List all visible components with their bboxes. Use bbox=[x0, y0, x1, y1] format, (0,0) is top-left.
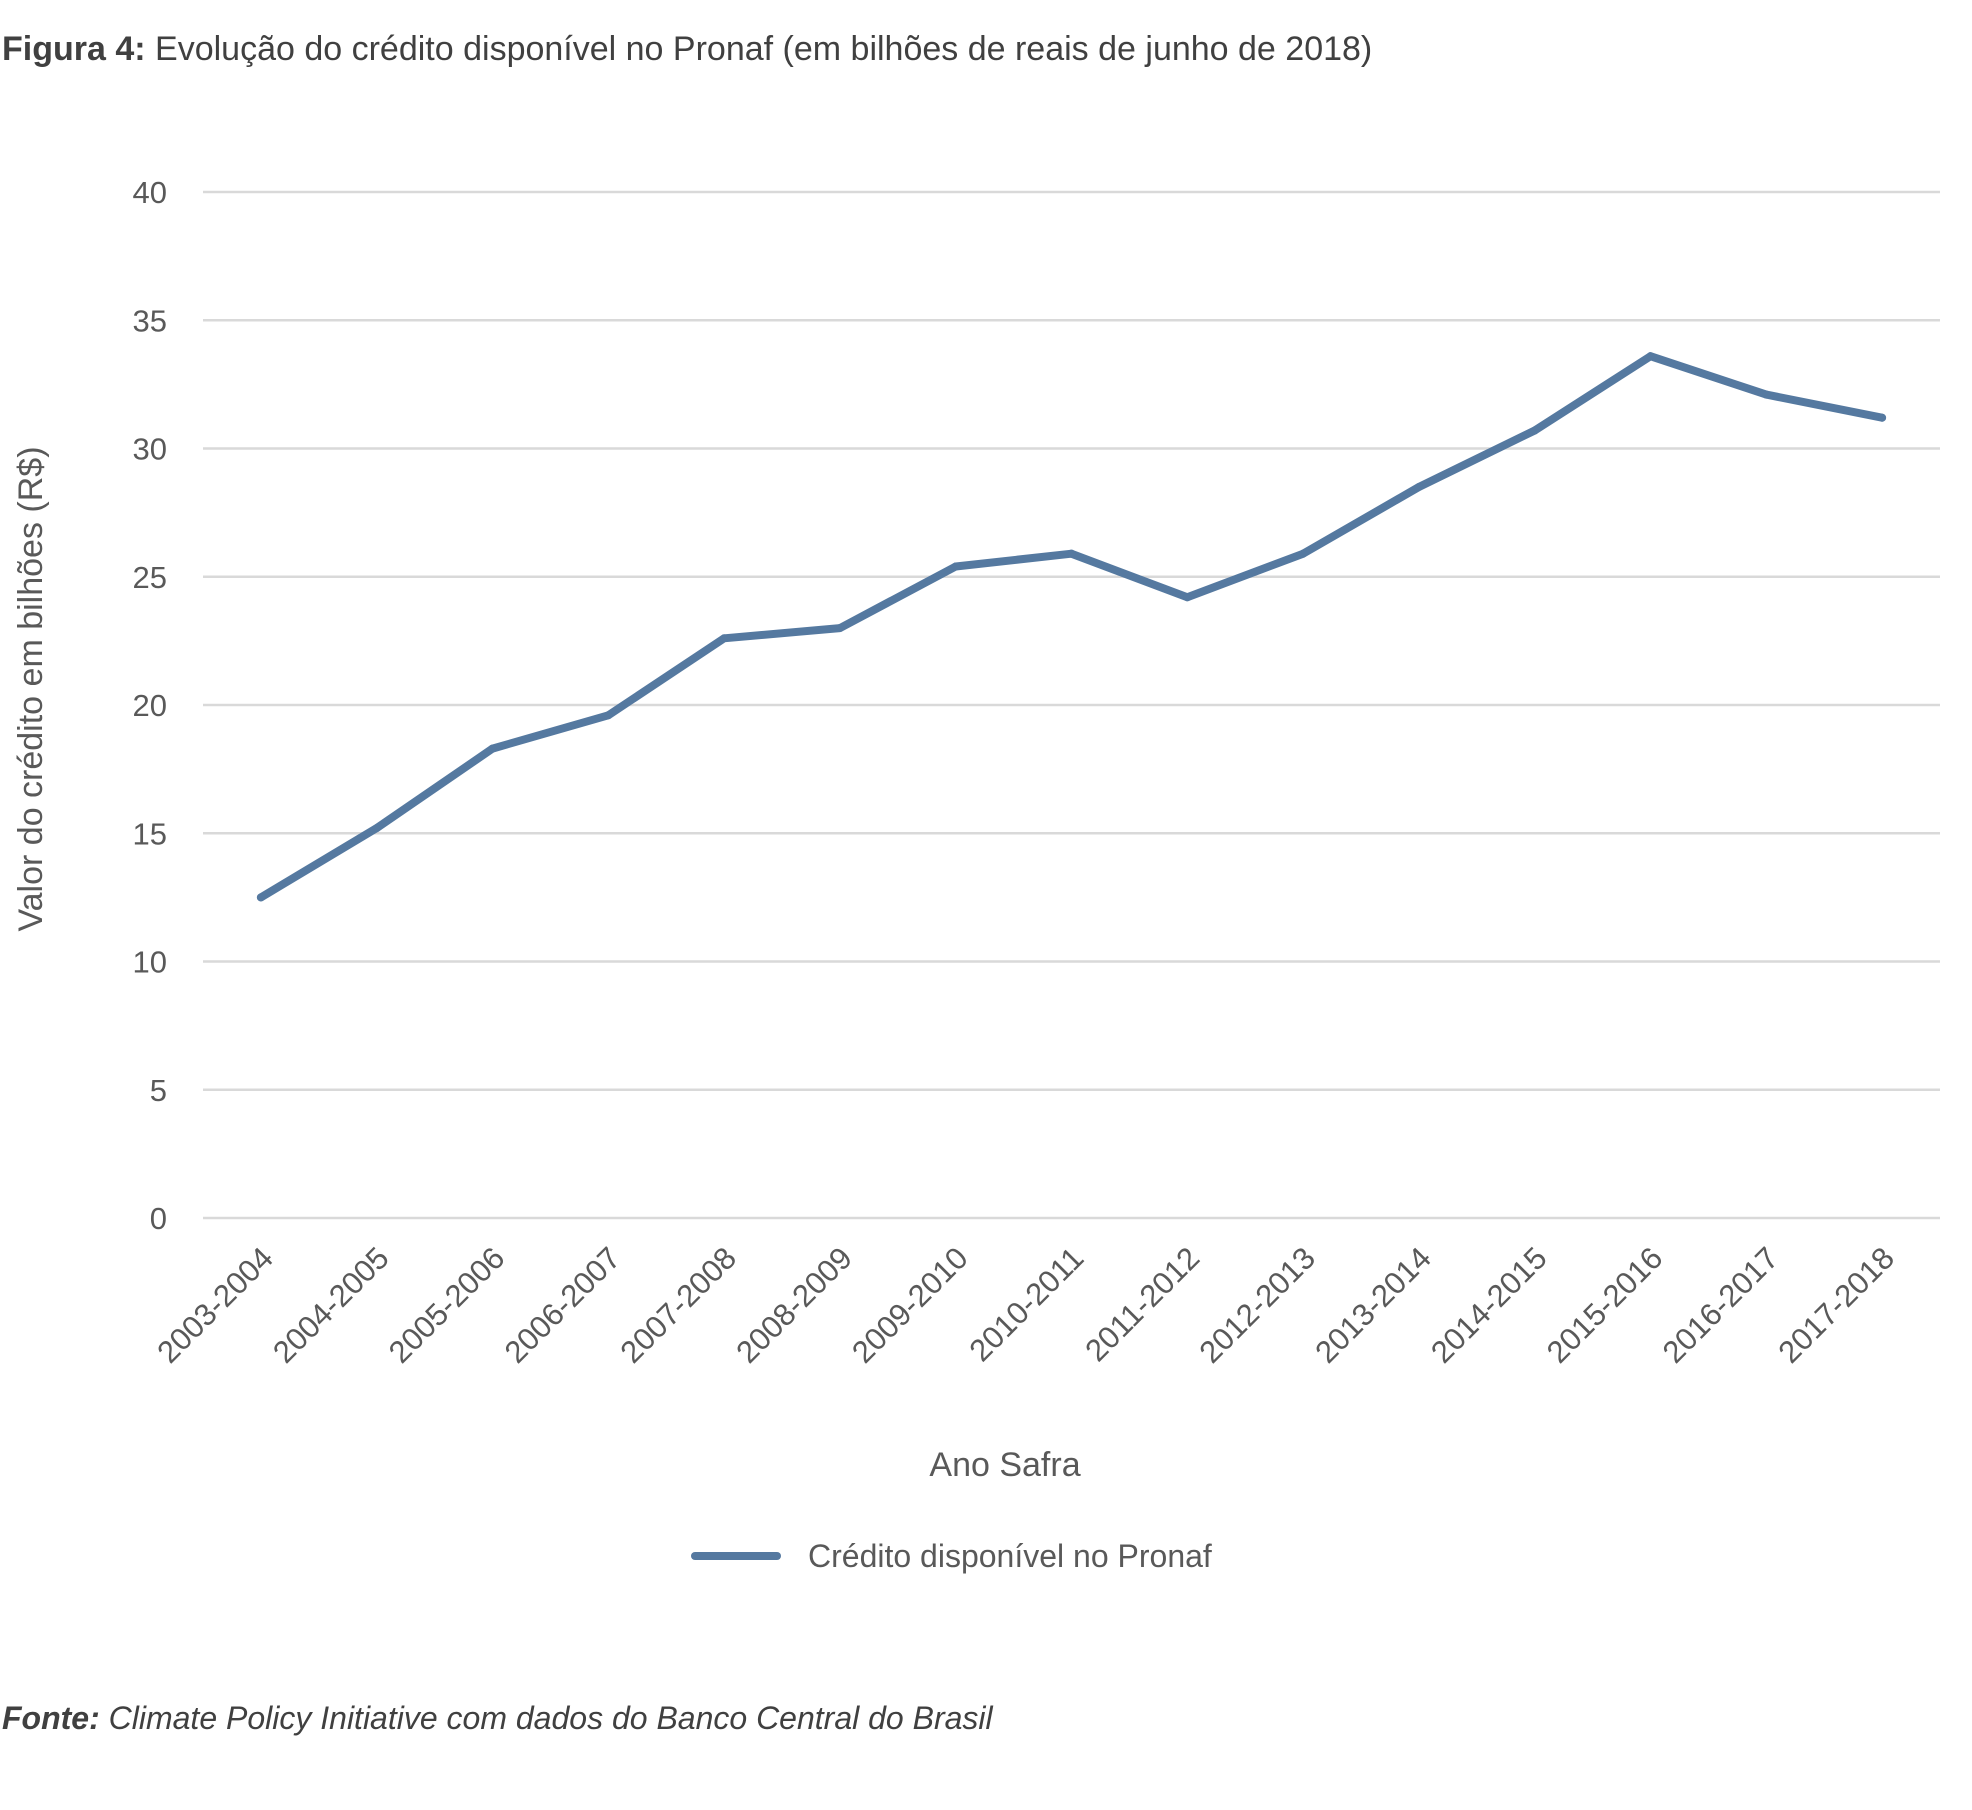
figure-caption-label: Figura 4: bbox=[2, 30, 146, 68]
x-tick-label: 2004-2005 bbox=[266, 1240, 396, 1370]
x-tick-label: 2003-2004 bbox=[150, 1240, 280, 1370]
x-tick-label: 2015-2016 bbox=[1540, 1240, 1670, 1370]
x-tick-label: 2014-2015 bbox=[1424, 1240, 1554, 1370]
source-note: Fonte: Climate Policy Initiative com dad… bbox=[2, 1700, 993, 1737]
x-tick-label: 2011-2012 bbox=[1078, 1240, 1206, 1368]
data-point bbox=[1183, 593, 1192, 602]
source-note-text: Climate Policy Initiative com dados do B… bbox=[99, 1700, 993, 1736]
x-tick-label: 2006-2007 bbox=[498, 1240, 628, 1370]
data-point bbox=[720, 634, 729, 643]
series-lines bbox=[256, 352, 1887, 902]
data-point bbox=[488, 744, 497, 753]
y-axis-title: Valor do crédito em bilhões (R$) bbox=[12, 446, 50, 931]
y-tick-label: 0 bbox=[150, 1201, 167, 1236]
data-point bbox=[1762, 390, 1771, 399]
x-tick-label: 2012-2013 bbox=[1192, 1240, 1322, 1370]
data-point bbox=[256, 893, 265, 902]
source-note-label: Fonte: bbox=[2, 1700, 100, 1736]
data-point bbox=[1646, 352, 1655, 361]
y-tick-label: 35 bbox=[133, 303, 167, 338]
data-point bbox=[604, 711, 613, 720]
line-chart: 0 5 10 15 20 25 30 35 40 2003-20042004-20052005-… bbox=[12, 175, 1940, 1574]
y-tick-label: 20 bbox=[133, 688, 167, 723]
x-tick-label: 2010-2011 bbox=[962, 1240, 1090, 1368]
x-tick-label: 2007-2008 bbox=[613, 1240, 743, 1370]
y-axis-ticks: 0 5 10 15 20 25 30 35 40 bbox=[133, 175, 167, 1236]
y-tick-label: 5 bbox=[150, 1073, 167, 1108]
data-point bbox=[1530, 426, 1539, 435]
y-tick-label: 10 bbox=[133, 945, 167, 980]
x-tick-label: 2005-2006 bbox=[382, 1240, 512, 1370]
x-axis-title: Ano Safra bbox=[929, 1446, 1080, 1484]
data-point bbox=[1067, 549, 1076, 558]
x-axis-ticks: 2003-20042004-20052005-20062006-20072007… bbox=[150, 1240, 1901, 1370]
figure-caption: Figura 4: Evolução do crédito disponível… bbox=[2, 30, 1372, 69]
series-line-0 bbox=[256, 352, 1887, 902]
data-point bbox=[951, 562, 960, 571]
gridlines bbox=[203, 190, 1940, 1220]
data-point bbox=[1299, 549, 1308, 558]
x-tick-label: 2008-2009 bbox=[729, 1240, 859, 1370]
legend-label: Crédito disponível no Pronaf bbox=[808, 1538, 1212, 1574]
y-tick-label: 40 bbox=[133, 175, 167, 210]
data-point bbox=[1878, 413, 1887, 422]
data-point bbox=[1414, 482, 1423, 491]
y-tick-label: 15 bbox=[133, 816, 167, 851]
data-point bbox=[372, 824, 381, 833]
y-tick-label: 30 bbox=[133, 432, 167, 467]
figure-caption-text: Evolução do crédito disponível no Pronaf… bbox=[145, 30, 1373, 68]
x-tick-label: 2009-2010 bbox=[845, 1240, 975, 1370]
y-tick-label: 25 bbox=[133, 560, 167, 595]
legend: Crédito disponível no Pronaf bbox=[691, 1538, 1212, 1574]
x-tick-label: 2013-2014 bbox=[1308, 1240, 1438, 1370]
data-point bbox=[835, 624, 844, 633]
x-tick-label: 2017-2018 bbox=[1771, 1240, 1901, 1370]
x-tick-label: 2016-2017 bbox=[1656, 1240, 1786, 1370]
